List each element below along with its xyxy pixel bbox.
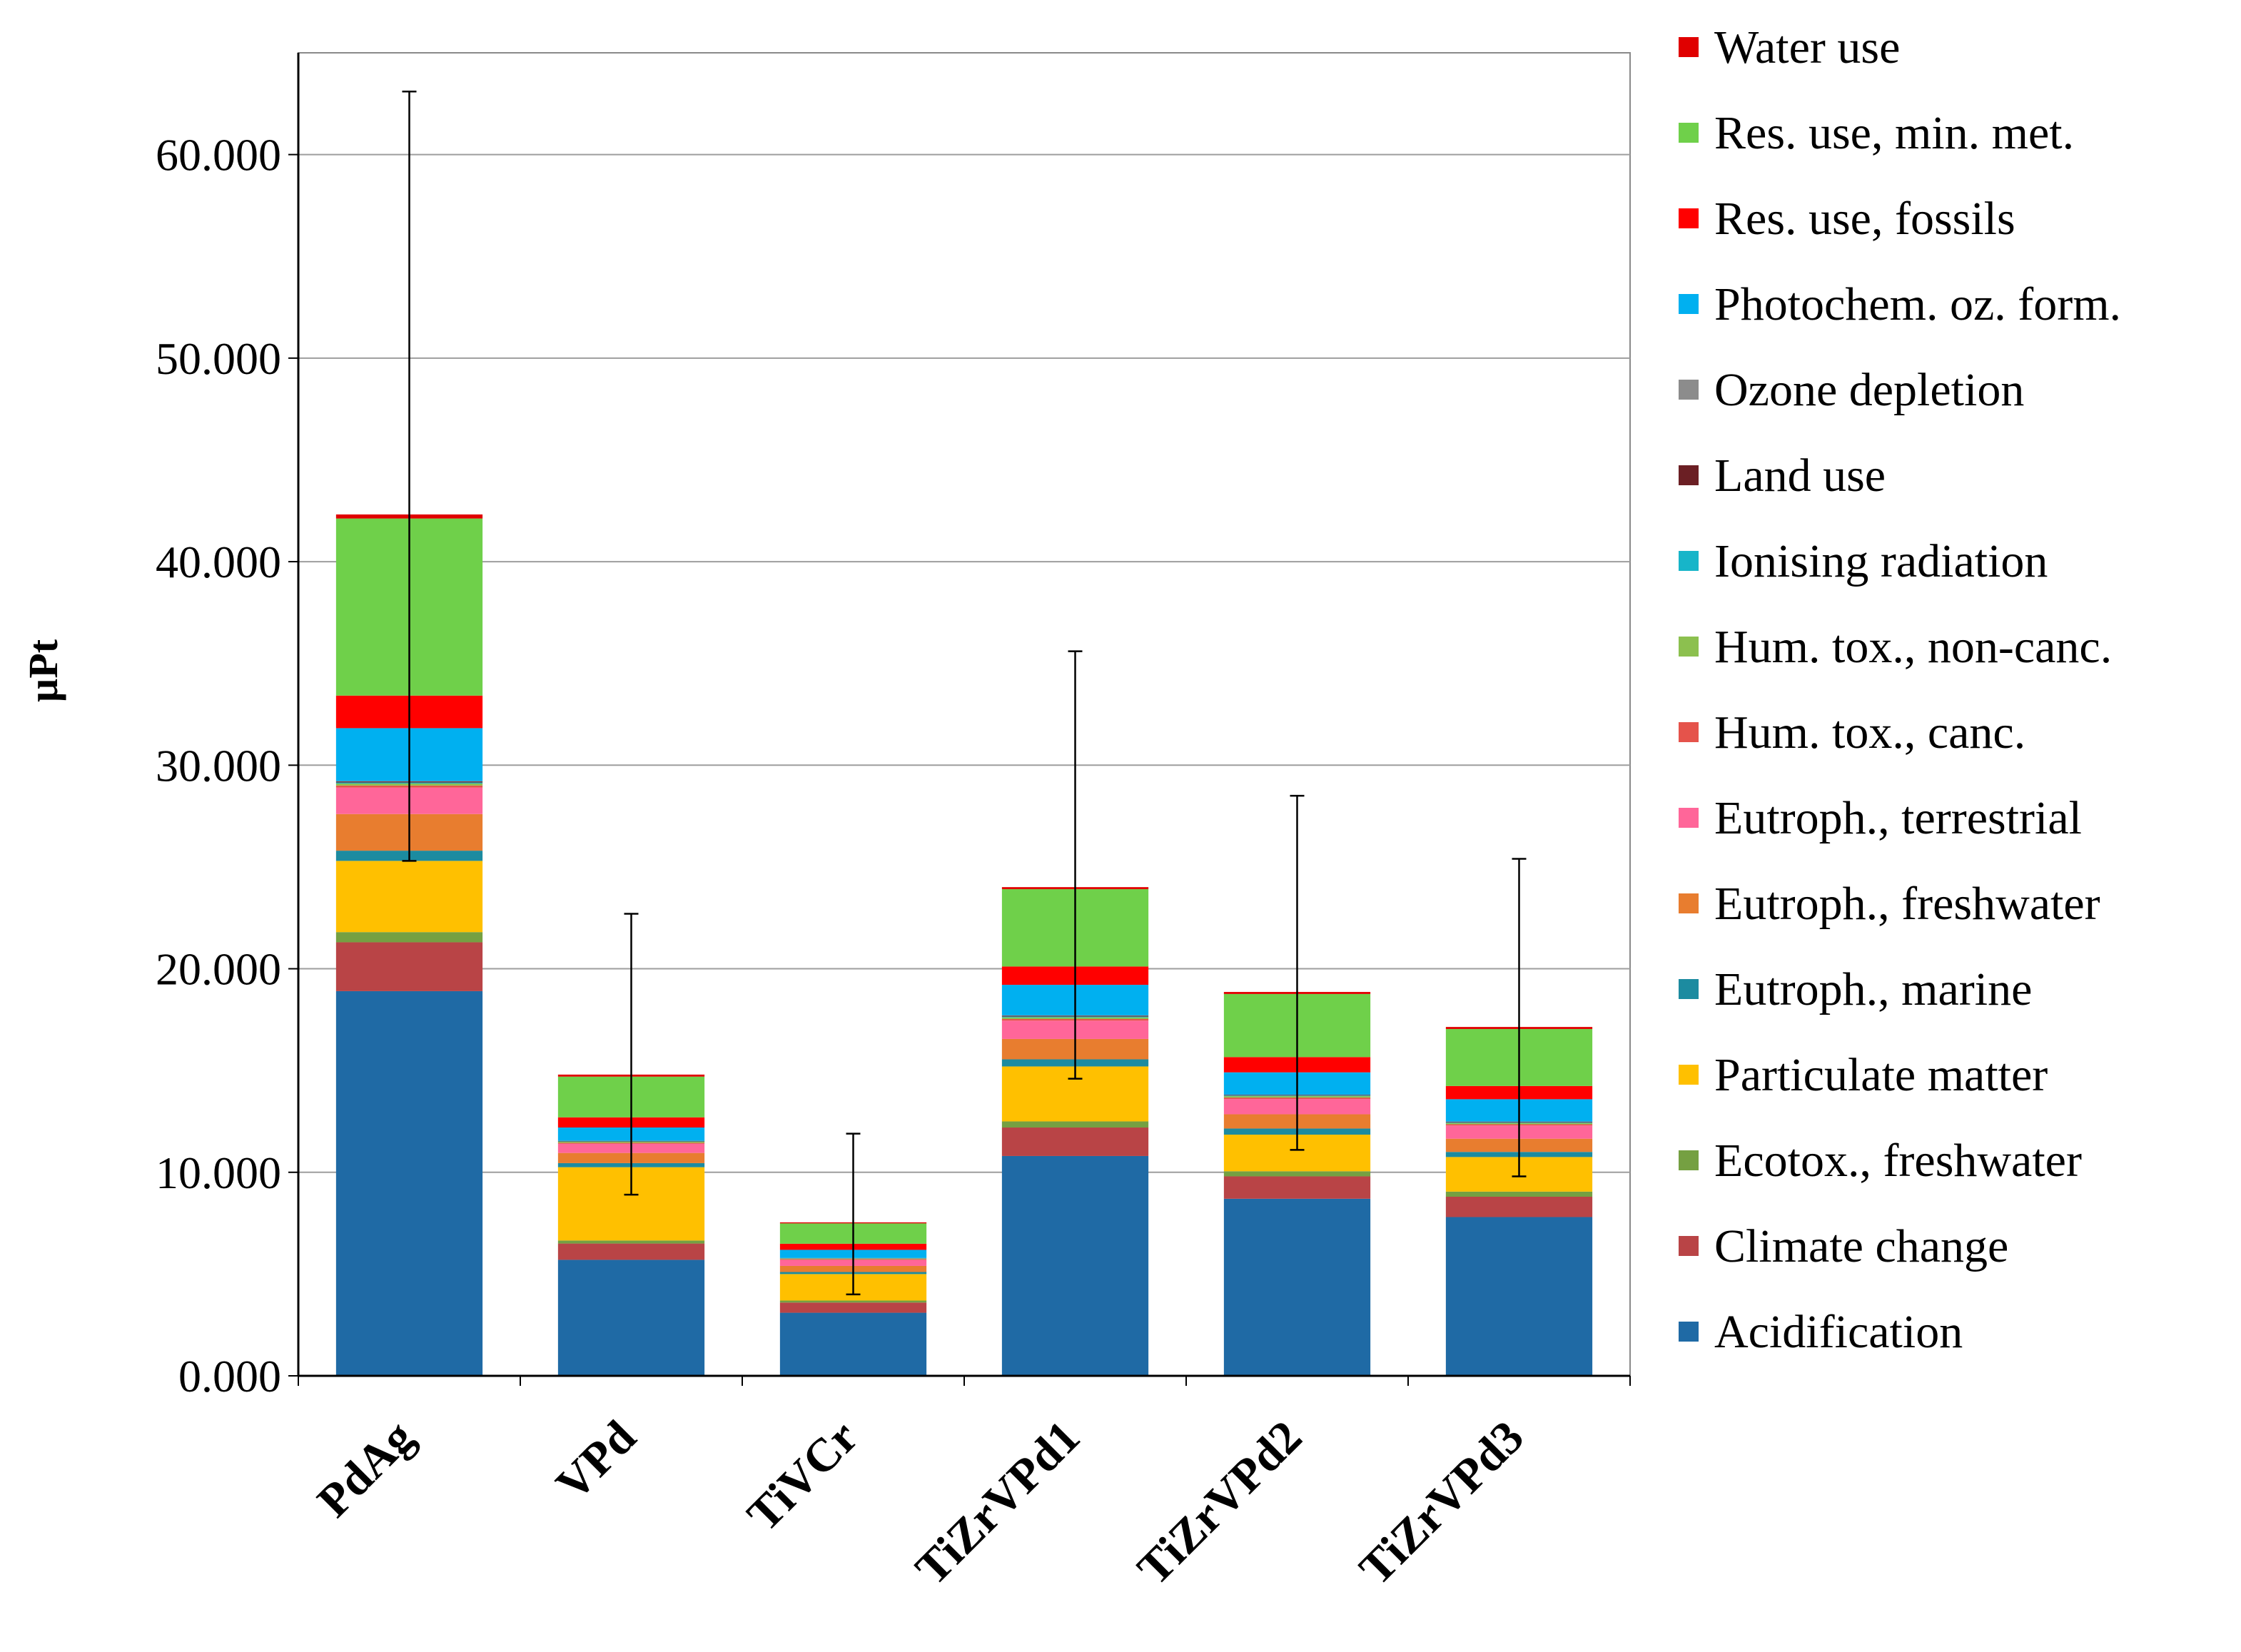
legend-label: Eutroph., freshwater	[1714, 878, 2100, 930]
bar-segment	[1002, 1121, 1148, 1127]
legend-item: Acidification	[1679, 1306, 1963, 1358]
legend-swatch	[1679, 722, 1699, 742]
legend-item: Ionising radiation	[1679, 535, 2048, 587]
legend-swatch	[1679, 893, 1699, 913]
legend-item: Hum. tox., non-canc.	[1679, 621, 2112, 673]
legend-label: Res. use, fossils	[1714, 193, 2015, 245]
bar-segment	[336, 932, 482, 942]
y-axis-title: µPt	[20, 639, 66, 702]
legend-swatch	[1679, 637, 1699, 657]
legend-swatch	[1679, 465, 1699, 485]
bar-segment	[336, 991, 482, 1376]
legend-swatch	[1679, 123, 1699, 143]
legend-item: Land use	[1679, 450, 1886, 502]
bar-segment	[1002, 1156, 1148, 1376]
plot-frame	[298, 53, 1630, 1376]
bar-segment	[336, 861, 482, 932]
y-tick-label: 40.000	[156, 537, 281, 587]
legend-item: Res. use, min. met.	[1679, 107, 2074, 159]
legend-label: Hum. tox., non-canc.	[1714, 621, 2112, 673]
y-tick-label: 0.000	[178, 1351, 281, 1402]
x-category-label: PdAg	[308, 1411, 424, 1527]
legend-label: Particulate matter	[1714, 1049, 2048, 1101]
legend-label: Ionising radiation	[1714, 535, 2048, 587]
legend-item: Eutroph., freshwater	[1679, 878, 2100, 930]
legend-swatch	[1679, 551, 1699, 571]
bar-segment	[1224, 1199, 1370, 1376]
legend-label: Water use	[1714, 21, 1900, 74]
bars	[336, 515, 1592, 1376]
legend-label: Eutroph., marine	[1714, 963, 2032, 1015]
legend-swatch	[1679, 979, 1699, 999]
bar-segment	[1446, 1217, 1592, 1376]
y-tick-label: 20.000	[156, 944, 281, 995]
gridlines	[298, 53, 1630, 1376]
y-tick-label: 10.000	[156, 1147, 281, 1198]
legend-label: Climate change	[1714, 1220, 2008, 1272]
legend-item: Photochem. oz. form.	[1679, 278, 2121, 330]
bar-segment	[558, 1260, 704, 1376]
bar-segment	[780, 1302, 926, 1312]
legend-item: Climate change	[1679, 1220, 2008, 1272]
legend-label: Ozone depletion	[1714, 364, 2024, 416]
legend-item: Eutroph., terrestrial	[1679, 792, 2082, 844]
bar-segment	[1446, 1197, 1592, 1217]
legend-swatch	[1679, 1150, 1699, 1170]
x-category-label: TiZrVPd2	[1128, 1411, 1312, 1595]
legend-label: Acidification	[1714, 1306, 1963, 1358]
legend-item: Particulate matter	[1679, 1049, 2048, 1101]
legend-swatch	[1679, 294, 1699, 314]
legend-label: Eutroph., terrestrial	[1714, 792, 2082, 844]
legend-item: Eutroph., marine	[1679, 963, 2032, 1015]
bar-segment	[558, 1240, 704, 1243]
bar-segment	[1002, 1127, 1148, 1156]
legend-swatch	[1679, 808, 1699, 828]
x-category-label: VPd	[546, 1411, 646, 1511]
bar-segment	[1446, 1192, 1592, 1197]
bar-segment	[1224, 1176, 1370, 1198]
bar-segment	[558, 1244, 704, 1260]
legend-label: Res. use, min. met.	[1714, 107, 2074, 159]
x-category-label: TiVCr	[737, 1411, 868, 1541]
bar-segment	[336, 942, 482, 990]
bar-segment	[1224, 1171, 1370, 1176]
legend-item: Res. use, fossils	[1679, 193, 2015, 245]
legend-swatch	[1679, 1236, 1699, 1256]
bar-segment	[780, 1300, 926, 1302]
x-category-label: TiZrVPd1	[906, 1411, 1090, 1595]
y-tick-label: 50.000	[156, 333, 281, 384]
legend-label: Hum. tox., canc.	[1714, 706, 2025, 759]
x-category-label: TiZrVPd3	[1350, 1411, 1534, 1595]
y-tick-label: 30.000	[156, 740, 281, 791]
legend-label: Land use	[1714, 450, 1886, 502]
legend-item: Ozone depletion	[1679, 364, 2024, 416]
legend-label: Ecotox., freshwater	[1714, 1135, 2082, 1187]
legend-item: Water use	[1679, 21, 1900, 74]
legend: Water use Res. use, min. met. Res. use, fo…	[1679, 21, 2121, 1358]
legend-item: Ecotox., freshwater	[1679, 1135, 2082, 1187]
legend-swatch	[1679, 380, 1699, 400]
legend-item: Hum. tox., canc.	[1679, 706, 2025, 759]
y-tick-label: 60.000	[156, 130, 281, 181]
legend-swatch	[1679, 37, 1699, 57]
legend-swatch	[1679, 1322, 1699, 1342]
legend-label: Photochem. oz. form.	[1714, 278, 2121, 330]
bar-segment	[780, 1313, 926, 1376]
legend-swatch	[1679, 1065, 1699, 1085]
legend-swatch	[1679, 208, 1699, 228]
